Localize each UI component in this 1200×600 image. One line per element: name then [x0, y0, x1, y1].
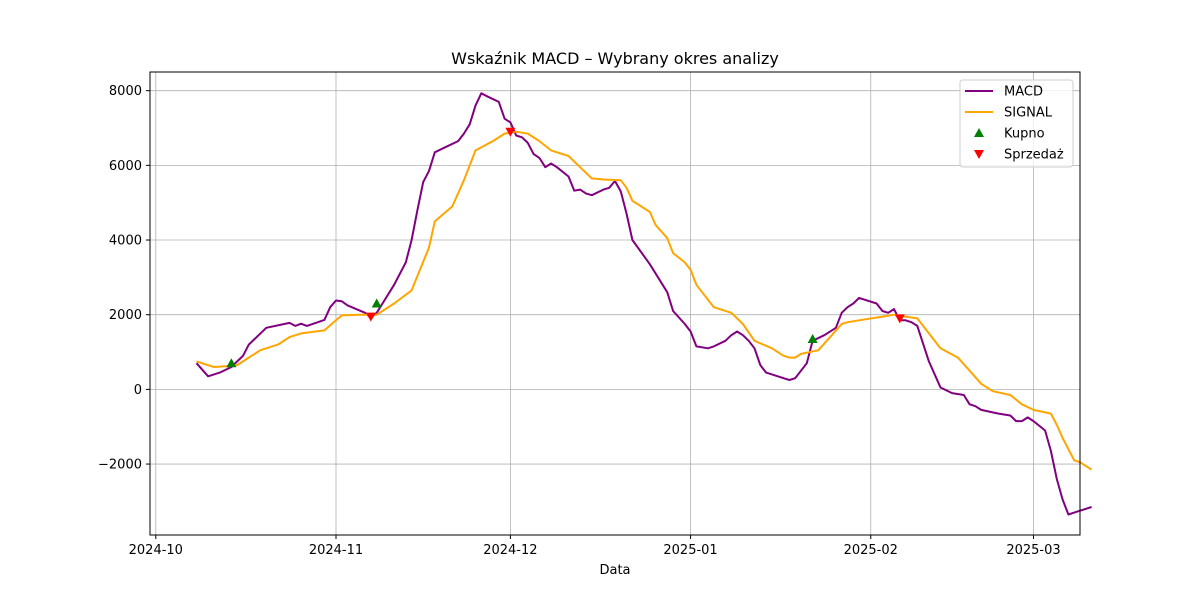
x-axis-label: Data — [599, 563, 630, 578]
series-line-signal — [196, 130, 1093, 471]
y-tick-label: 4000 — [109, 234, 142, 249]
buy-marker — [226, 358, 237, 368]
y-tick-label: 8000 — [109, 84, 142, 99]
legend-label: Sprzedaż — [1004, 148, 1064, 163]
axis-ticks: 2024-10 2024-11 2024-12 2025-01 2025-02 2025-… — [98, 84, 1061, 558]
legend-box — [959, 79, 1074, 168]
series-layer — [195, 92, 1093, 516]
legend-swatch-sprzedaz — [974, 150, 984, 159]
x-tick-label: 2024-10 — [129, 543, 183, 558]
x-tick-label: 2025-02 — [844, 543, 898, 558]
legend-swatch-kupno — [974, 128, 984, 137]
x-tick-label: 2024-11 — [309, 543, 363, 558]
legend-label: SIGNAL — [1004, 106, 1053, 121]
grid — [150, 72, 1080, 535]
sell-marker — [505, 127, 516, 137]
legend-label: MACD — [1004, 85, 1043, 100]
chart-title: Wskaźnik MACD – Wybrany okres analizy — [451, 49, 779, 68]
legend-label: Kupno — [1004, 127, 1045, 142]
plot-frame — [149, 71, 1081, 536]
buy-marker — [807, 333, 818, 343]
y-tick-label: −2000 — [98, 458, 142, 473]
sell-marker — [365, 312, 376, 322]
y-tick-label: 6000 — [109, 159, 142, 174]
buy-marker — [371, 298, 382, 308]
marker-layer — [226, 127, 905, 368]
x-tick-label: 2025-01 — [663, 543, 717, 558]
x-tick-label: 2025-03 — [1006, 543, 1060, 558]
x-tick-label: 2024-12 — [483, 543, 537, 558]
legend: MACD SIGNAL Kupno Sprzedaż — [959, 79, 1074, 168]
series-line-macd — [195, 92, 1092, 516]
y-tick-label: 0 — [134, 383, 142, 398]
sell-marker — [894, 314, 905, 324]
y-tick-label: 2000 — [109, 308, 142, 323]
